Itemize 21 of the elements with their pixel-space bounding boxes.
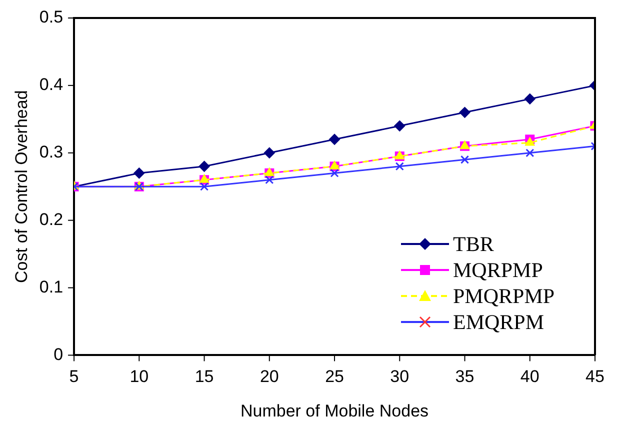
- x-axis-title: Number of Mobile Nodes: [240, 401, 429, 420]
- y-tick-label: 0.2: [39, 210, 64, 230]
- y-tick-label: 0: [54, 344, 64, 364]
- legend-label: EMQRPM: [453, 309, 544, 336]
- y-tick-label: 0.5: [39, 8, 64, 27]
- legend-label: PMQRPMP: [453, 283, 555, 310]
- x-tick-label: 10: [130, 367, 149, 386]
- y-axis-title: Cost of Control Overhead: [12, 90, 31, 283]
- x-tick-label: 35: [455, 367, 474, 386]
- x-tick-label: 5: [69, 367, 79, 386]
- y-tick-label: 0.3: [39, 142, 64, 162]
- legend-label: MQRPMP: [453, 257, 543, 284]
- x-tick-label: 45: [586, 367, 604, 386]
- x-tick-label: 25: [325, 367, 344, 386]
- x-tick-label: 20: [260, 367, 279, 386]
- x-tick-label: 15: [194, 367, 214, 386]
- x-tick-label: 30: [390, 367, 410, 386]
- x-tick-label: 40: [520, 367, 540, 386]
- y-tick-label: 0.1: [39, 277, 64, 296]
- y-tick-label: 0.4: [39, 75, 64, 94]
- legend-label: TBR: [453, 231, 494, 258]
